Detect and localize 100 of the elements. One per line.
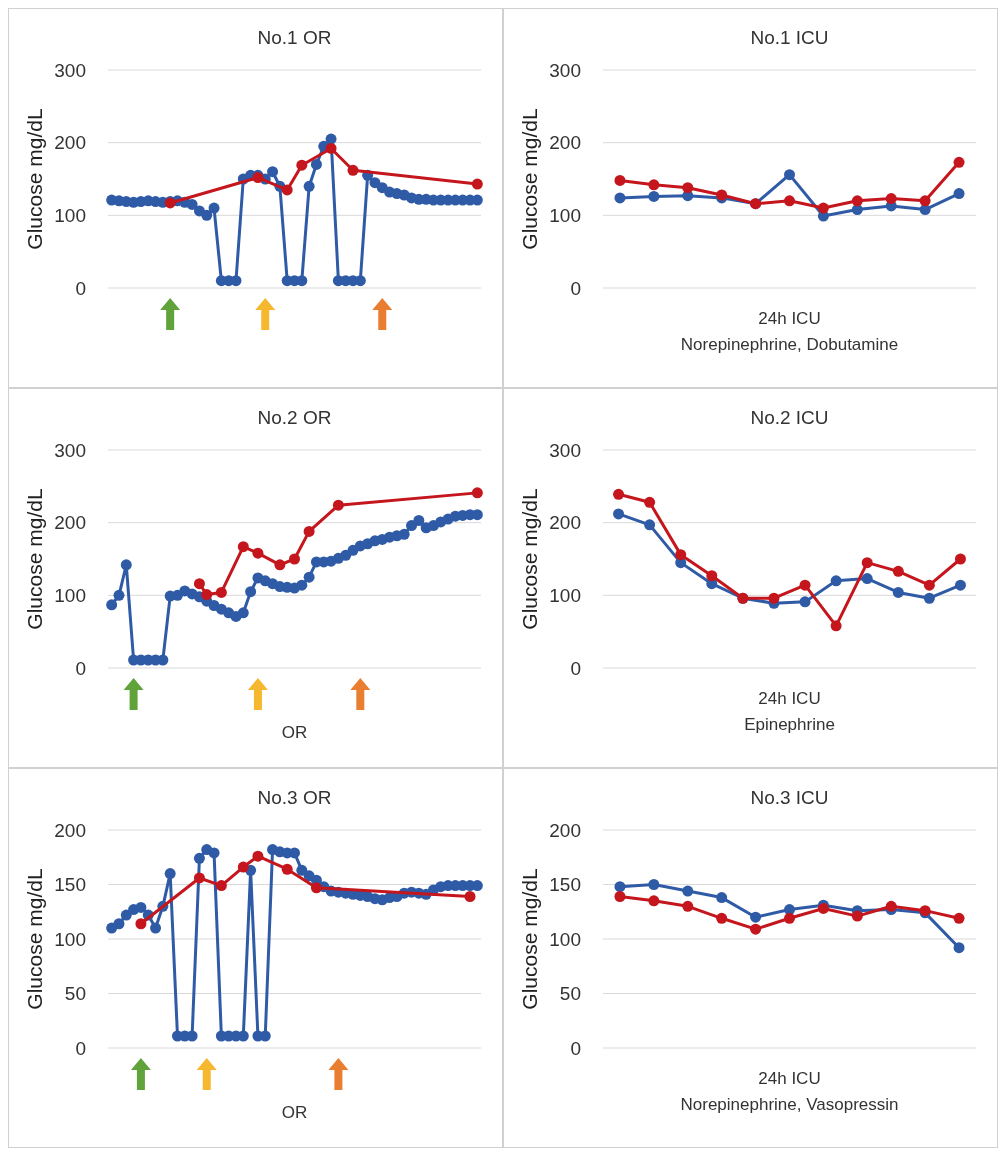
point	[164, 868, 176, 880]
point	[614, 192, 626, 204]
point	[648, 895, 660, 907]
point	[716, 892, 728, 904]
point	[923, 579, 935, 591]
y-tick-label: 200	[549, 132, 581, 154]
point	[892, 586, 904, 598]
point	[885, 900, 897, 912]
point	[332, 499, 344, 511]
chart-title: No.3 ICU	[750, 787, 829, 808]
point	[303, 180, 315, 192]
point	[613, 488, 625, 500]
y-tick-label: 0	[570, 1037, 581, 1059]
point	[648, 190, 660, 202]
point	[340, 549, 352, 561]
point	[953, 942, 965, 954]
point	[861, 573, 873, 585]
chart-title: No.1 ICU	[750, 27, 829, 48]
chart-title: No.2 ICU	[750, 407, 829, 428]
y-tick-label: 300	[54, 439, 86, 461]
point	[614, 881, 626, 893]
point	[648, 879, 660, 890]
point	[613, 508, 625, 520]
point	[201, 209, 213, 221]
x-axis-title: OR	[281, 1103, 308, 1122]
point	[817, 202, 829, 214]
point	[113, 589, 125, 601]
point	[799, 596, 811, 608]
point	[892, 565, 904, 577]
chart-title: No.2 OR	[257, 407, 332, 428]
y-tick-label: 150	[549, 874, 581, 896]
point	[245, 586, 257, 598]
point	[208, 202, 220, 214]
y-tick-label: 0	[570, 277, 581, 299]
point	[303, 525, 315, 537]
y-tick-label: 100	[549, 928, 581, 950]
point	[644, 496, 656, 508]
point	[193, 852, 205, 864]
y-axis-title: Glucose mg/dL	[23, 108, 46, 250]
point	[799, 579, 811, 591]
point	[310, 158, 322, 170]
point	[706, 570, 718, 582]
point	[325, 142, 337, 154]
point	[252, 850, 264, 862]
point	[186, 198, 198, 210]
point	[237, 541, 249, 553]
y-tick-label: 300	[549, 439, 581, 461]
point	[296, 159, 308, 171]
x-axis-title: 24h ICU Epinephrine	[744, 689, 835, 734]
point	[201, 589, 213, 601]
point	[953, 912, 965, 924]
y-tick-label: 0	[570, 657, 581, 679]
point	[784, 195, 795, 207]
point	[310, 882, 322, 894]
y-tick-label: 300	[549, 59, 581, 81]
point	[215, 586, 227, 598]
y-tick-label: 0	[75, 1037, 86, 1059]
y-axis-title: Glucose mg/dL	[518, 868, 541, 1010]
point	[682, 900, 694, 912]
point	[885, 193, 897, 205]
point	[861, 557, 873, 569]
point	[289, 847, 300, 859]
point	[830, 620, 842, 632]
point	[750, 923, 762, 935]
point	[682, 885, 694, 897]
point	[303, 571, 315, 583]
point	[851, 910, 863, 922]
y-tick-label: 300	[54, 59, 86, 81]
y-tick-label: 200	[54, 512, 86, 534]
point	[296, 864, 308, 876]
point	[471, 178, 483, 190]
point	[135, 918, 147, 930]
point	[954, 579, 966, 591]
point	[237, 607, 249, 619]
point	[215, 880, 227, 892]
y-axis-title: Glucose mg/dL	[518, 108, 541, 250]
point	[919, 195, 931, 207]
y-axis-title: Glucose mg/dL	[23, 488, 46, 630]
point	[464, 890, 476, 902]
x-axis-title: OR	[281, 723, 308, 742]
point	[830, 575, 842, 587]
y-axis-title: Glucose mg/dL	[23, 868, 46, 1010]
point	[289, 553, 300, 565]
y-tick-label: 50	[64, 983, 86, 1005]
chart-title: No.3 OR	[257, 787, 332, 808]
y-tick-label: 200	[54, 132, 86, 154]
x-axis-title: 24h ICU Norepinephrine, Dobutamine	[680, 309, 899, 354]
point	[106, 599, 118, 611]
point	[675, 549, 687, 561]
point	[406, 520, 418, 532]
point	[750, 911, 762, 923]
point	[208, 847, 220, 859]
y-tick-label: 150	[54, 874, 86, 896]
point	[851, 195, 863, 207]
y-tick-label: 200	[549, 512, 581, 534]
point	[953, 188, 965, 200]
point	[193, 872, 205, 884]
chart-title: No.1 OR	[257, 27, 332, 48]
point	[954, 553, 966, 565]
y-tick-label: 100	[54, 584, 86, 606]
